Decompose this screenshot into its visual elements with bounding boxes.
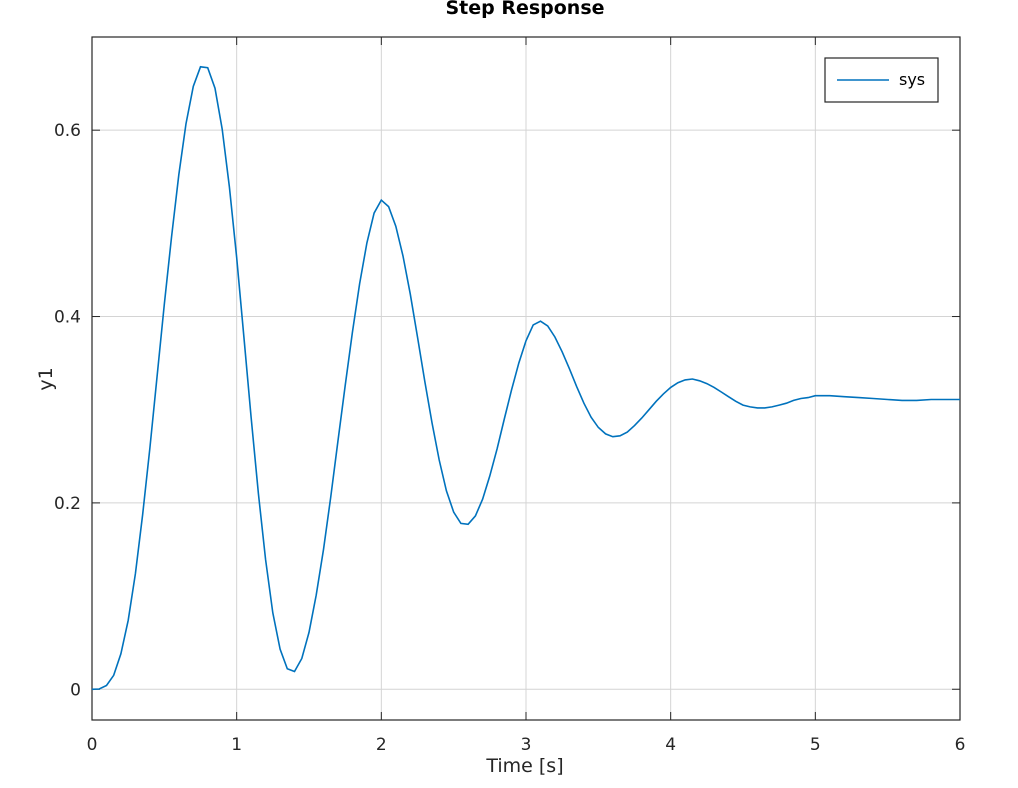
y-tick-label: 0	[70, 680, 81, 700]
x-tick-labels: 0 1 2 3 4 5 6	[87, 735, 966, 755]
y-axis-label: y1	[35, 367, 57, 390]
y-tick-label: 0.2	[54, 494, 81, 514]
x-tick-label: 5	[810, 735, 821, 755]
y-tick-label: 0.6	[54, 121, 81, 141]
legend: sys	[824, 57, 939, 103]
series-line-sys	[91, 65, 960, 691]
x-tick-label: 4	[665, 735, 676, 755]
axis-ticks	[91, 37, 961, 720]
x-tick-label: 6	[955, 735, 966, 755]
x-tick-label: 2	[376, 735, 387, 755]
y-tick-label: 0.4	[54, 308, 81, 328]
legend-label-sys: sys	[899, 70, 925, 89]
x-tick-label: 3	[521, 735, 532, 755]
chart-title: Step Response	[445, 0, 604, 19]
x-tick-label: 0	[87, 735, 98, 755]
grid-lines	[91, 37, 961, 720]
x-tick-label: 1	[231, 735, 242, 755]
x-axis-label: Time [s]	[485, 755, 563, 777]
y-tick-labels: 0 0.2 0.4 0.6	[54, 121, 81, 700]
